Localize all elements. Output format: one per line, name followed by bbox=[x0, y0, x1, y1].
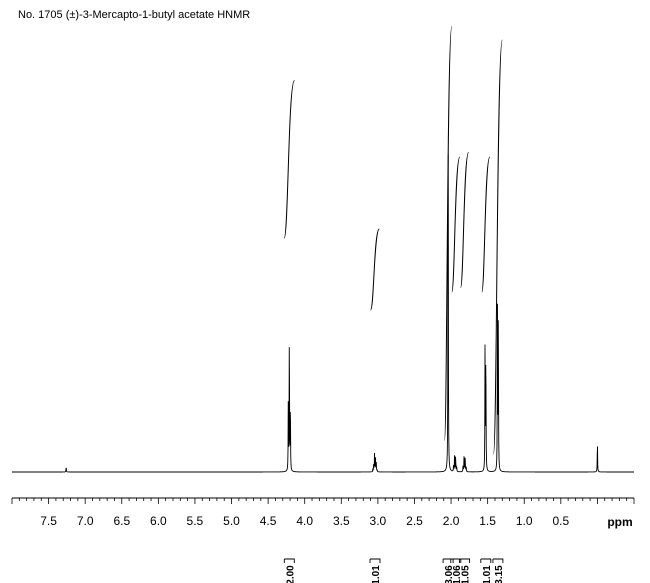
integral-label: 3.15 bbox=[492, 558, 505, 583]
x-tick-label: 6.5 bbox=[113, 514, 130, 528]
integral-value-text: 3.06 bbox=[444, 565, 455, 583]
spectrum-trace bbox=[12, 154, 634, 473]
integral-label: 1.06 bbox=[450, 558, 463, 583]
integral-label: 3.06 bbox=[442, 558, 455, 583]
x-tick-label: 1.0 bbox=[516, 514, 533, 528]
x-tick-label: 0.5 bbox=[552, 514, 569, 528]
integral-curve bbox=[444, 26, 453, 441]
integral-value-text: 1.06 bbox=[452, 565, 463, 583]
x-tick-label: 3.0 bbox=[370, 514, 387, 528]
x-tick-label: 6.0 bbox=[150, 514, 167, 528]
x-tick-label: 4.0 bbox=[296, 514, 313, 528]
integral-curve bbox=[493, 39, 503, 455]
integral-label: 1.01 bbox=[369, 558, 382, 583]
integral-label: 1.05 bbox=[459, 558, 472, 583]
integral-curves bbox=[283, 26, 503, 455]
x-tick-label: 1.5 bbox=[479, 514, 496, 528]
integral-curve bbox=[451, 156, 461, 293]
integral-curve bbox=[481, 156, 491, 293]
integral-curve bbox=[460, 152, 470, 288]
integral-label: 1.01 bbox=[480, 558, 493, 583]
x-tick-label: 5.0 bbox=[223, 514, 240, 528]
x-axis-unit-label: ppm bbox=[607, 515, 632, 529]
integral-values: 2.00 1.01 3.061.061.05 1.01 3.15 bbox=[283, 558, 505, 583]
integral-value-text: 2.00 bbox=[285, 565, 296, 583]
x-tick-label: 5.5 bbox=[187, 514, 204, 528]
x-tick-label: 7.5 bbox=[40, 514, 57, 528]
integral-value-text: 1.01 bbox=[482, 565, 493, 583]
integral-value-text: 1.01 bbox=[371, 565, 382, 583]
x-tick-label: 2.0 bbox=[443, 514, 460, 528]
integral-value-text: 3.15 bbox=[494, 565, 505, 583]
integral-curve bbox=[370, 228, 380, 311]
integral-value-text: 1.05 bbox=[461, 565, 472, 583]
spectrum bbox=[12, 154, 634, 473]
x-tick-label: 4.5 bbox=[260, 514, 277, 528]
x-axis: 7.5 7.0 6.5 6.0 5.5 5.0 4.5 4.0 3.5 3.0 2.5 2.0 1.5 1… bbox=[11, 497, 635, 529]
chart-title: No. 1705 (±)-3-Mercapto-1-butyl acetate … bbox=[18, 9, 251, 21]
x-tick-label: 3.5 bbox=[333, 514, 350, 528]
integral-label: 2.00 bbox=[283, 558, 296, 583]
x-tick-label: 2.5 bbox=[406, 514, 423, 528]
integral-curve bbox=[283, 80, 295, 239]
x-tick-label: 7.0 bbox=[77, 514, 94, 528]
